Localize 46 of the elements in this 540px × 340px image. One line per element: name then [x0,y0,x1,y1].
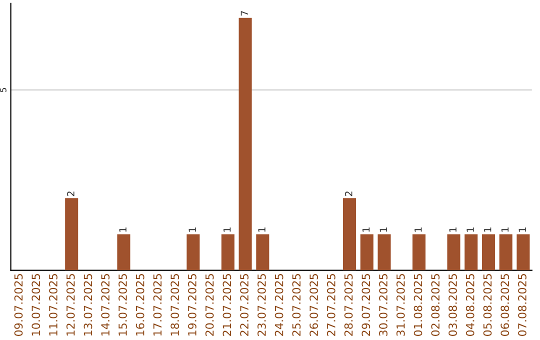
data-label: 1 [224,228,231,232]
x-tick-label: 12.07.2025 [66,274,75,336]
x-tick-label: 02.08.2025 [431,274,440,336]
x-tick-label: 11.07.2025 [49,274,58,336]
x-tick-label: 05.08.2025 [483,274,492,336]
data-label: 1 [449,228,456,232]
x-tick-label: 17.07.2025 [153,274,162,336]
x-tick-label: 30.07.2025 [379,274,388,336]
x-tick-label: 01.08.2025 [414,274,422,336]
data-label: 1 [258,228,266,232]
x-tick-label: 29.07.2025 [362,274,370,336]
x-tick-label: 06.08.2025 [500,274,510,336]
data-label: 1 [466,228,474,232]
data-label: 2 [67,192,74,196]
x-tick-label: 03.08.2025 [448,274,457,336]
x-tick-label: 14.07.2025 [101,274,110,336]
x-tick-label: 04.08.2025 [466,274,474,336]
x-tick-label: 23.07.2025 [257,274,266,336]
x-tick-label: 19.07.2025 [188,274,196,336]
data-label: 2 [344,192,352,196]
data-label: 1 [362,228,370,232]
x-tick-label: 25.07.2025 [292,274,301,336]
y-tick-label: 5 [0,88,6,92]
x-tick-label: 26.07.2025 [310,274,318,336]
data-label: 1 [188,228,196,232]
data-label: 1 [119,228,126,232]
x-tick-label: 15.07.2025 [118,274,127,336]
x-tick-label: 09.07.2025 [14,274,23,336]
x-tick-label: 07.08.2025 [518,274,526,336]
x-tick-label: 16.07.2025 [136,274,144,336]
data-label: 1 [484,228,492,232]
x-tick-label: 18.07.2025 [170,274,180,336]
x-tick-label: 20.07.2025 [205,274,214,336]
data-label: 1 [380,228,387,232]
x-tick-label: 22.07.2025 [240,274,249,336]
x-tick-label: 13.07.2025 [84,274,92,336]
x-tick-label: 31.07.2025 [396,274,405,336]
data-label: 7 [240,11,248,16]
x-tick-label: 21.07.2025 [222,274,232,336]
data-label: 1 [501,228,509,232]
data-label: 1 [414,228,422,232]
x-tick-label: 28.07.2025 [344,274,353,336]
x-tick-label: 10.07.2025 [32,274,40,336]
x-tick-label: 24.07.2025 [274,274,284,336]
x-tick-label: 27.07.2025 [326,274,336,336]
data-label: 1 [518,228,526,232]
